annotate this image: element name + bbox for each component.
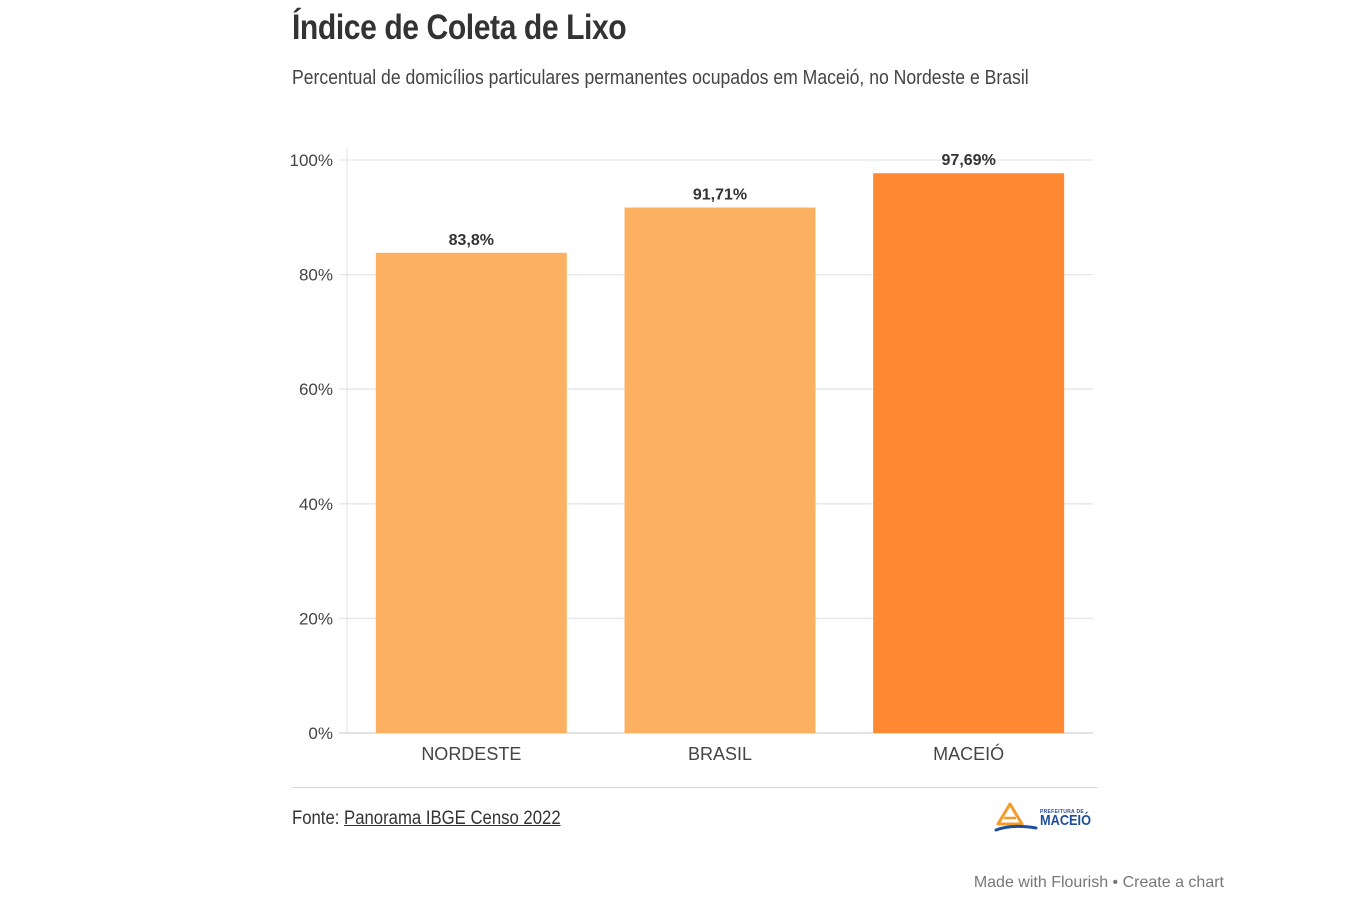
made-with-flourish-link[interactable]: Made with Flourish bbox=[973, 874, 1109, 891]
bar-chart: 0% 20% 40% 60% 80% 100% 83,8% 91,71% 97,69% NOR… bbox=[290, 148, 1093, 764]
flourish-attribution: Made with Flourish • Create a chart bbox=[974, 874, 1224, 892]
bar-nordeste[interactable] bbox=[375, 252, 567, 734]
bar-maceió[interactable] bbox=[873, 173, 1065, 733]
bar-brasil[interactable] bbox=[624, 207, 816, 733]
y-tick-label: 100% bbox=[290, 151, 333, 170]
logo-name: MACEIÓ bbox=[1040, 812, 1091, 829]
footer-divider bbox=[292, 787, 1098, 788]
x-tick-label: NORDESTE bbox=[421, 744, 521, 764]
source-note: Fonte: Panorama IBGE Censo 2022 bbox=[292, 808, 561, 830]
logo-small-text: PREFEITURA DE bbox=[1040, 809, 1084, 815]
prefeitura-maceio-logo: PREFEITURA DE MACEIÓ bbox=[994, 800, 1098, 836]
x-tick-label: BRASIL bbox=[688, 744, 752, 764]
y-tick-label: 20% bbox=[299, 609, 333, 628]
chart-title: Índice de Coleta de Lixo bbox=[292, 8, 627, 47]
create-chart-link[interactable]: Create a chart bbox=[1122, 874, 1224, 891]
data-labels: 83,8% 91,71% 97,69% bbox=[449, 152, 996, 249]
y-tick-label: 60% bbox=[299, 380, 333, 399]
y-tick-label: 40% bbox=[299, 495, 333, 514]
x-axis-ticks: NORDESTE BRASIL MACEIÓ bbox=[421, 743, 1004, 764]
source-prefix: Fonte: bbox=[292, 808, 345, 829]
source-link[interactable]: Panorama IBGE Censo 2022 bbox=[344, 808, 561, 829]
y-tick-label: 80% bbox=[299, 266, 333, 285]
y-axis-ticks: 0% 20% 40% 60% 80% 100% bbox=[290, 151, 333, 743]
x-tick-label: MACEIÓ bbox=[933, 743, 1004, 764]
data-label: 97,69% bbox=[942, 152, 996, 169]
data-label: 91,71% bbox=[693, 187, 747, 204]
y-tick-label: 0% bbox=[308, 724, 333, 743]
logo-mark-icon bbox=[994, 802, 1038, 832]
data-label: 83,8% bbox=[449, 232, 494, 249]
bars bbox=[375, 173, 1065, 734]
attribution-separator: • bbox=[1108, 874, 1123, 891]
chart-subtitle: Percentual de domicílios particulares pe… bbox=[292, 67, 1029, 89]
